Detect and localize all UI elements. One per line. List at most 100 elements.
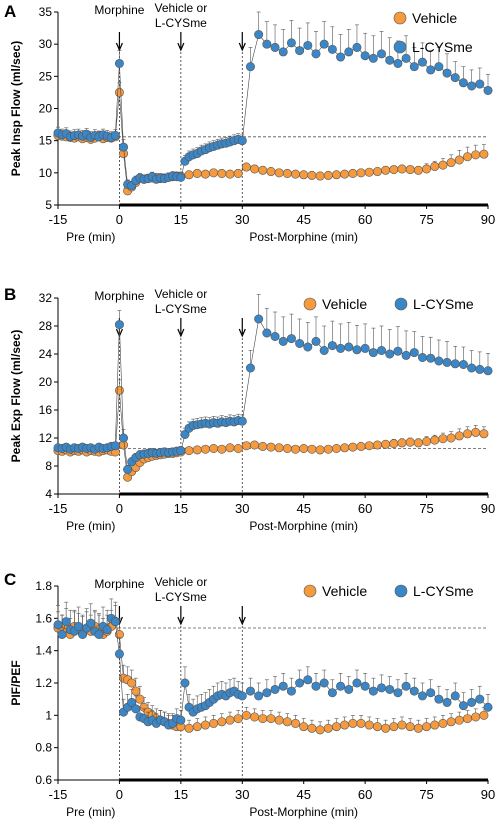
y-tick-label: 1.2: [35, 676, 52, 690]
data-point: [286, 334, 296, 344]
data-point: [479, 429, 489, 439]
data-point: [340, 169, 350, 179]
data-point: [336, 681, 346, 691]
y-tick-label: 0.6: [35, 773, 52, 787]
y-tick-label: 1.8: [35, 579, 52, 593]
x-tick-label: 60: [358, 787, 372, 802]
x-tick-label: 30: [235, 501, 249, 516]
data-point: [409, 62, 419, 72]
data-point: [389, 165, 399, 175]
data-point: [53, 620, 63, 630]
data-point: [417, 691, 427, 701]
data-point: [286, 686, 296, 696]
data-point: [450, 73, 460, 83]
legend-label: Vehicle: [322, 583, 367, 599]
data-point: [258, 441, 268, 451]
x-tick-label: 15: [174, 212, 188, 227]
event-arrow-head: [177, 328, 185, 338]
x-tick-label: 15: [174, 787, 188, 802]
data-point: [475, 79, 485, 89]
data-point: [385, 55, 395, 65]
data-point: [241, 162, 251, 172]
series-line: [57, 33, 489, 187]
data-point: [442, 697, 452, 707]
data-point: [233, 168, 243, 178]
data-point: [217, 168, 227, 178]
data-point: [266, 442, 276, 452]
y-tick-label: 28: [39, 319, 53, 333]
data-point: [319, 39, 329, 49]
data-point: [336, 52, 346, 62]
y-tick-label: 8: [45, 459, 52, 473]
data-point: [434, 356, 444, 366]
y-axis-label: Peak Exp Flow (ml/sec): [9, 330, 23, 463]
data-point: [377, 345, 387, 355]
data-point: [467, 697, 477, 707]
data-point: [307, 444, 317, 454]
event-arrow-head: [238, 42, 246, 52]
data-point: [364, 441, 374, 451]
data-point: [336, 343, 346, 353]
data-point: [446, 158, 456, 168]
data-point: [368, 348, 378, 358]
event-arrow-head: [238, 616, 246, 626]
data-point: [270, 331, 280, 341]
data-point: [405, 165, 415, 175]
event-label-line: Morphine: [94, 289, 144, 303]
data-point: [422, 722, 432, 732]
data-point: [467, 363, 477, 373]
data-point: [61, 617, 71, 627]
data-point: [274, 443, 284, 453]
data-point: [438, 160, 448, 170]
x-axis-label-post: Post-Morphine (min): [249, 805, 358, 819]
event-label-line: L-CYSme: [155, 16, 207, 30]
data-point: [385, 684, 395, 694]
y-tick-label: 20: [39, 102, 53, 116]
y-tick-label: 1: [45, 708, 52, 722]
data-point: [192, 168, 202, 178]
y-tick-label: 15: [39, 134, 53, 148]
x-tick-label: 90: [481, 212, 495, 227]
data-point: [278, 681, 288, 691]
data-point: [278, 47, 288, 57]
data-point: [299, 722, 309, 732]
data-point: [393, 346, 403, 356]
data-point: [266, 167, 276, 177]
data-point: [344, 342, 354, 352]
event-label-line: Morphine: [94, 577, 144, 591]
data-point: [352, 42, 362, 52]
data-point: [426, 65, 436, 75]
data-point: [401, 681, 411, 691]
data-point: [94, 629, 104, 639]
data-point: [237, 416, 247, 426]
data-point: [303, 342, 313, 352]
data-point: [307, 723, 317, 733]
series-l-cysme: [53, 294, 493, 474]
data-point: [315, 445, 325, 455]
data-point: [467, 81, 477, 91]
data-point: [397, 720, 407, 730]
data-point: [409, 348, 419, 358]
panel-label: A: [4, 2, 16, 21]
data-point: [381, 165, 391, 175]
data-point: [409, 686, 419, 696]
data-point: [356, 441, 366, 451]
data-point: [180, 678, 190, 688]
event-label-line: Vehicle or: [155, 1, 208, 15]
data-point: [368, 686, 378, 696]
data-point: [438, 434, 448, 444]
data-point: [119, 433, 129, 443]
y-tick-label: 1.4: [35, 644, 52, 658]
data-point: [401, 350, 411, 360]
data-point: [471, 427, 481, 437]
x-tick-label: 45: [296, 501, 310, 516]
x-tick-label: 60: [358, 212, 372, 227]
data-point: [331, 722, 341, 732]
data-point: [57, 629, 67, 639]
data-point: [413, 438, 423, 448]
x-tick-label: -15: [49, 787, 68, 802]
data-point: [438, 718, 448, 728]
series-vehicle: [53, 379, 489, 482]
data-point: [245, 363, 255, 373]
data-point: [463, 152, 473, 162]
